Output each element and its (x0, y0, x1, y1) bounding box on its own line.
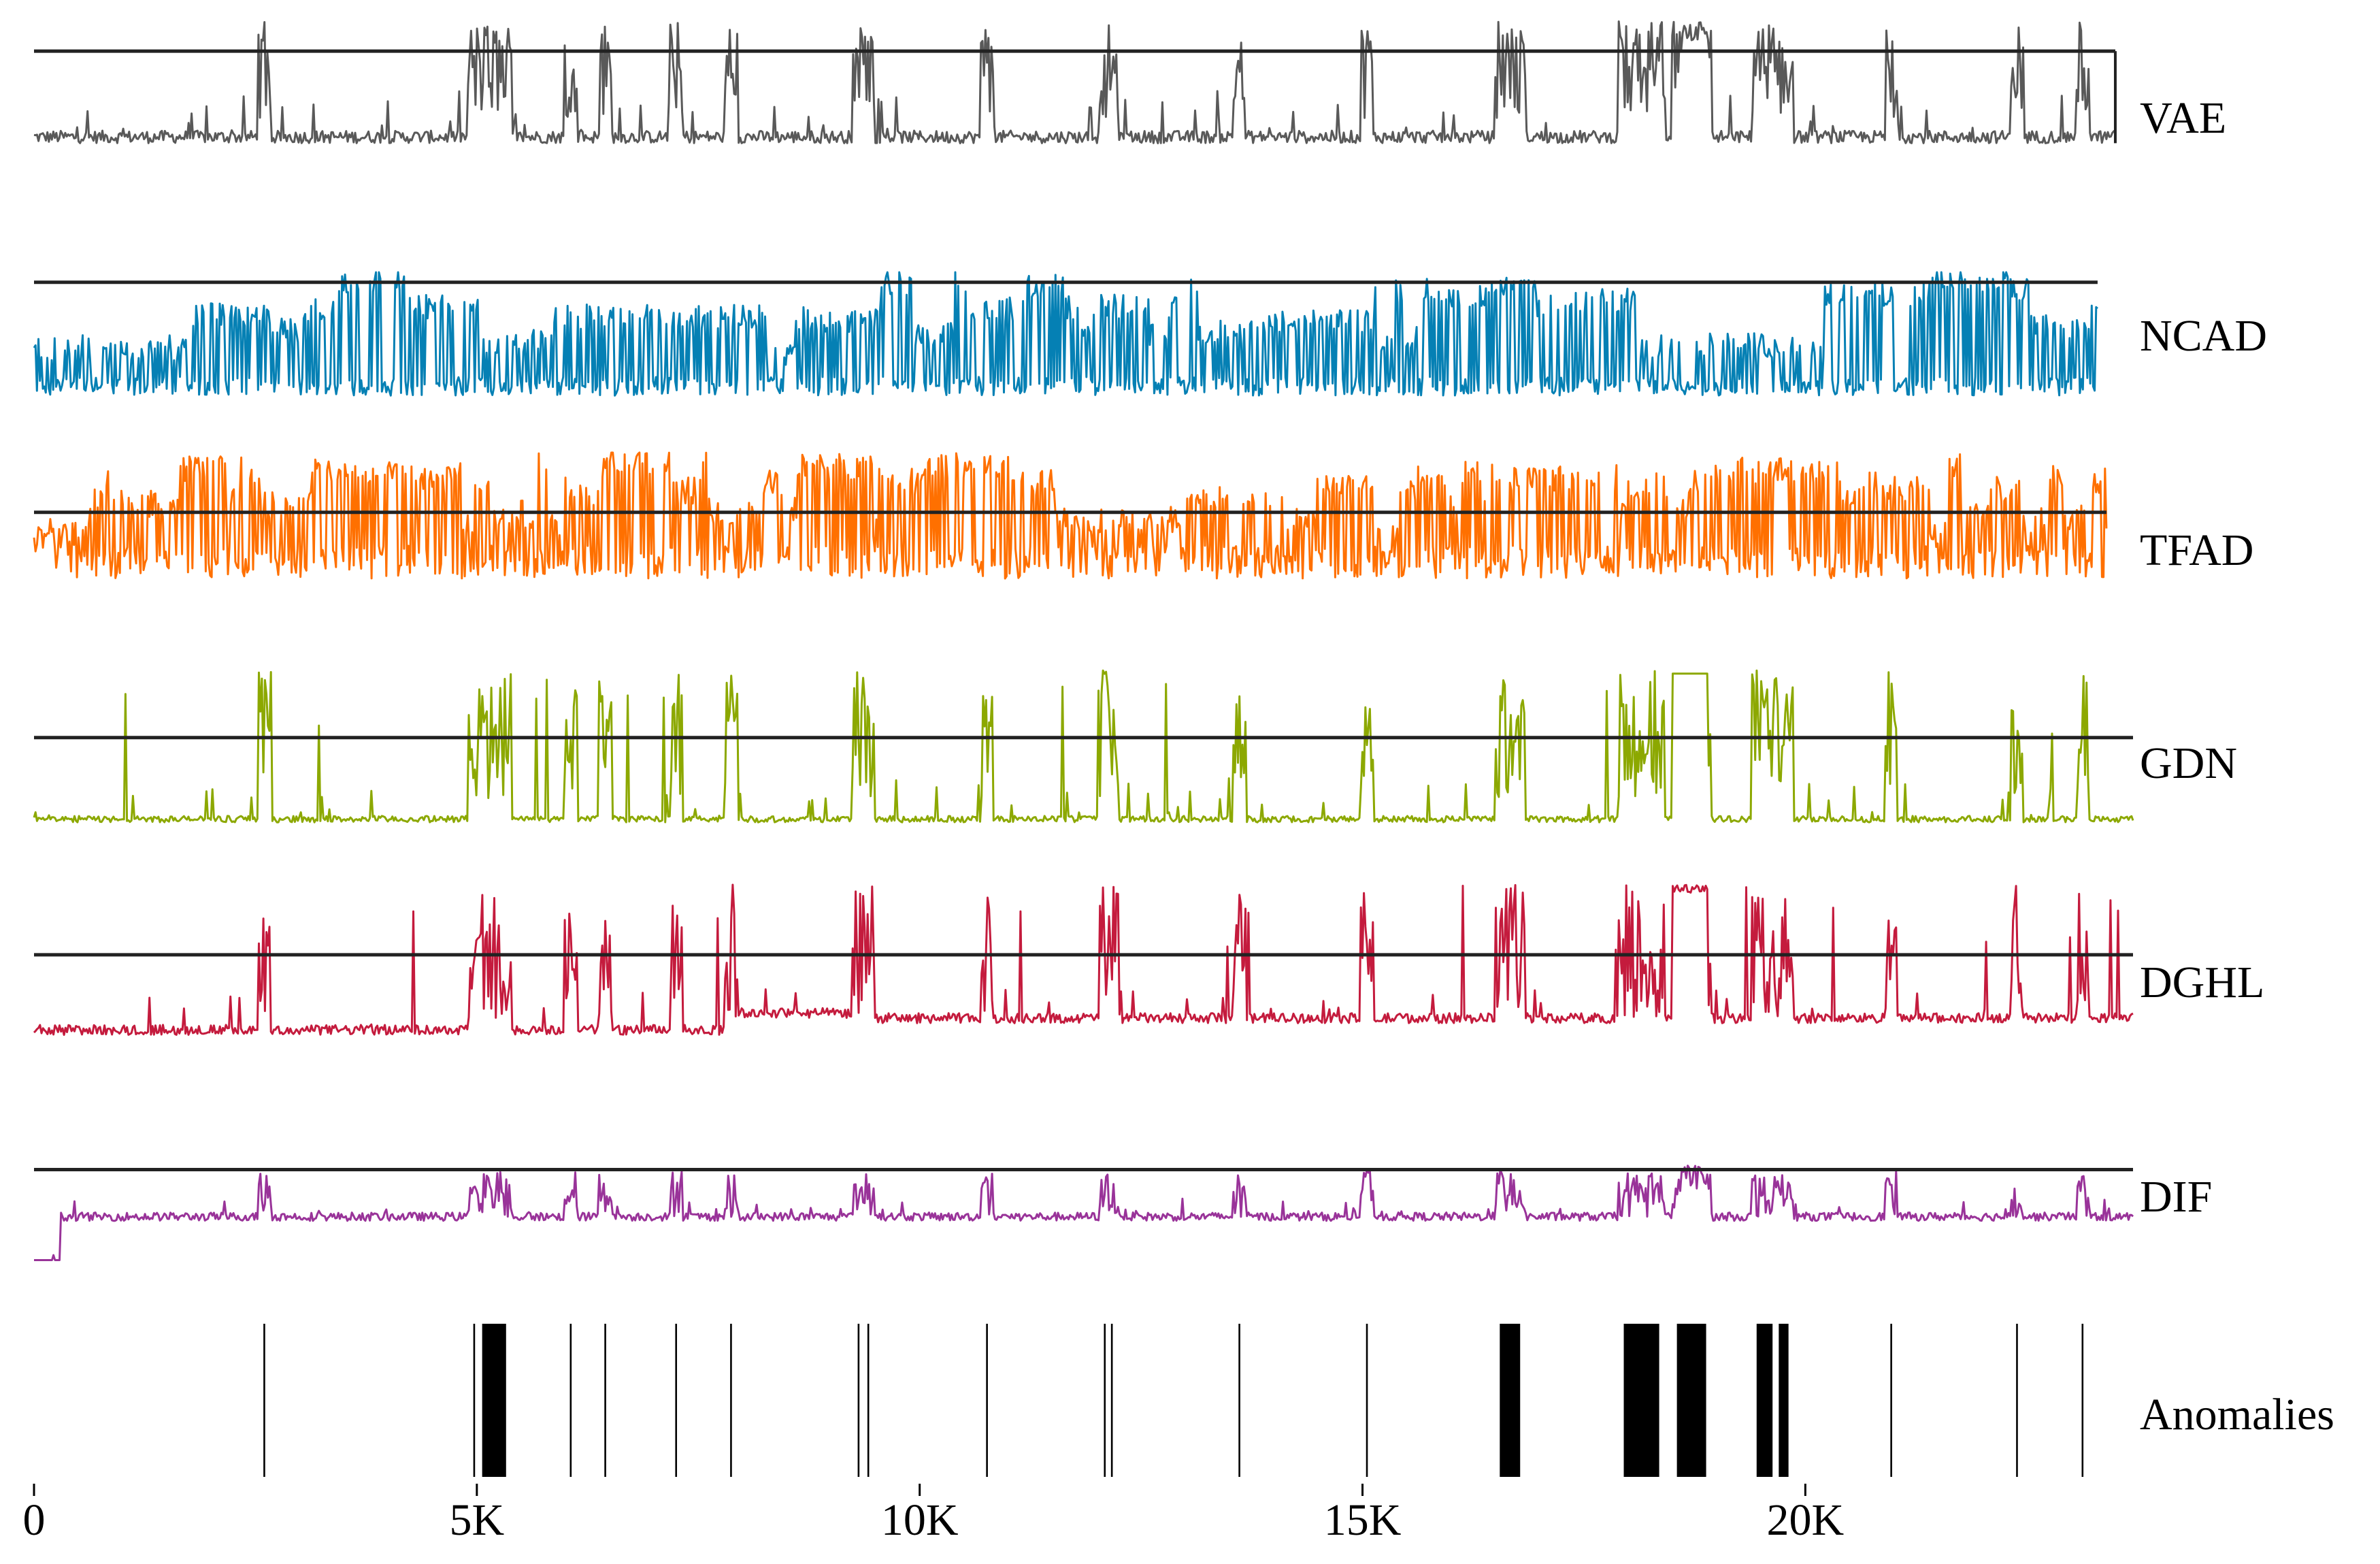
anomaly-bar (1623, 1324, 1659, 1477)
row-label-vae: VAE (2140, 93, 2226, 143)
anomaly-bar (1676, 1324, 1706, 1477)
x-axis: 0 5K 10K 15K 20K (23, 1484, 1845, 1545)
trace-dif (34, 1164, 2134, 1261)
anomaly-bar (1366, 1324, 1368, 1477)
anomaly-bar (730, 1324, 732, 1477)
anomaly-bar (1110, 1324, 1113, 1477)
row-label-ncad: NCAD (2140, 311, 2267, 361)
x-tick-label: 10K (881, 1495, 959, 1545)
anomaly-bar (2016, 1324, 2018, 1477)
anomaly-bar (675, 1324, 678, 1477)
series-row-dif: DIF (34, 1164, 2212, 1261)
series-row-dghl: DGHL (33, 883, 2264, 1036)
anomaly-bar (867, 1324, 870, 1477)
row-label-anomalies: Anomalies (2140, 1390, 2334, 1439)
trace-dghl (33, 883, 2134, 1036)
anomaly-bar (1238, 1324, 1240, 1477)
x-tick-label: 5K (450, 1495, 505, 1545)
row-label-dif: DIF (2140, 1172, 2212, 1222)
anomaly-bar (1500, 1324, 1521, 1477)
series-row-gdn: GDN (33, 669, 2237, 824)
trace-vae (33, 20, 2116, 144)
anomaly-bar (2081, 1324, 2084, 1477)
x-tick-label: 0 (23, 1495, 46, 1545)
x-tick-label: 20K (1767, 1495, 1845, 1545)
series-row-ncad: NCAD (33, 271, 2267, 397)
anomaly-bar (857, 1324, 860, 1477)
anomaly-bar (604, 1324, 606, 1477)
trace-ncad (33, 271, 2098, 397)
series-row-vae: VAE (33, 20, 2226, 144)
row-label-tfad: TFAD (2140, 525, 2253, 575)
trace-tfad (33, 451, 2108, 580)
anomaly-bar (482, 1324, 506, 1477)
series-row-tfad: TFAD (33, 451, 2253, 580)
trace-gdn (33, 669, 2134, 824)
x-tick-label: 15K (1324, 1495, 1402, 1545)
anomaly-bar (986, 1324, 988, 1477)
anomaly-bar (1779, 1324, 1789, 1477)
anomaly-bar (1104, 1324, 1106, 1477)
anomaly-track: Anomalies (263, 1324, 2334, 1477)
row-label-dghl: DGHL (2140, 958, 2264, 1007)
anomaly-bar (263, 1324, 265, 1477)
anomaly-bar (1756, 1324, 1773, 1477)
anomaly-bar (473, 1324, 476, 1477)
row-label-gdn: GDN (2140, 738, 2237, 788)
anomaly-bar (1890, 1324, 1892, 1477)
series-rows: VAE NCAD TFAD GDN DGHL DIF (33, 20, 2267, 1261)
anomaly-bar (569, 1324, 572, 1477)
